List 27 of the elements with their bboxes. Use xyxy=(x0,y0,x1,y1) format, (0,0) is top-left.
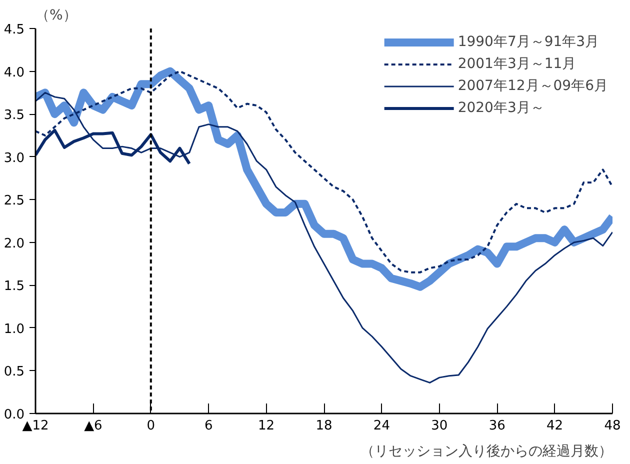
legend-label: 2007年12月～09年6月 xyxy=(458,77,608,95)
x-tick-label: 12 xyxy=(258,418,275,434)
y-tick-label: 0.0 xyxy=(4,408,25,422)
x-tick-label: 6 xyxy=(204,418,213,434)
x-tick-label: 48 xyxy=(604,418,621,434)
x-tick-label: 42 xyxy=(546,418,564,434)
legend-label: 1990年7月～91年3月 xyxy=(458,33,600,51)
y-tick-label: 1.5 xyxy=(4,279,25,294)
x-tick-label: 30 xyxy=(431,418,448,434)
y-tick-label: 3.5 xyxy=(4,108,25,124)
x-axis-title: （リセッション入り後からの経過月数） xyxy=(360,444,612,460)
y-axis-title: （%） xyxy=(36,8,77,24)
x-tick-label: 24 xyxy=(373,418,390,434)
x-tick-label: ▲12 xyxy=(22,418,49,434)
y-tick-label: 2.0 xyxy=(4,236,25,252)
legend-label: 2001年3月～11月 xyxy=(458,55,576,73)
x-tick-label: 36 xyxy=(488,418,506,434)
y-tick-label: 2.5 xyxy=(4,194,25,209)
y-tick-label: 4.0 xyxy=(4,65,25,80)
x-tick-label: ▲6 xyxy=(84,418,102,434)
x-tick-label: 0 xyxy=(146,418,156,434)
y-tick-label: 1.0 xyxy=(4,322,25,337)
legend-label: 2020年3月～ xyxy=(458,99,544,117)
y-tick-label: 4.5 xyxy=(4,22,25,38)
y-tick-label: 0.5 xyxy=(4,364,25,380)
x-tick-label: 18 xyxy=(316,418,332,434)
y-tick-label: 3.0 xyxy=(4,150,25,166)
